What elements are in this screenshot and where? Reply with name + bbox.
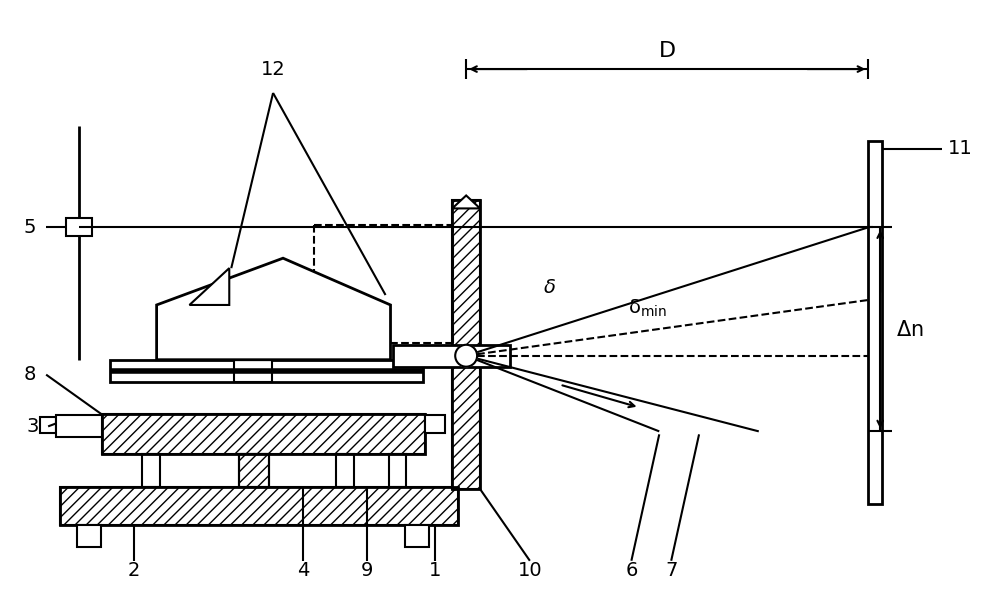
Bar <box>393 345 510 366</box>
Text: 8: 8 <box>24 365 36 384</box>
Bar <box>56 415 102 437</box>
Bar <box>142 454 160 487</box>
Bar <box>234 360 272 381</box>
Text: δ$_{\rm min}$: δ$_{\rm min}$ <box>628 298 667 318</box>
Text: 3: 3 <box>26 417 38 436</box>
Text: δ: δ <box>544 277 556 296</box>
Bar <box>452 200 480 489</box>
Polygon shape <box>157 258 391 360</box>
Polygon shape <box>452 195 480 208</box>
Bar <box>102 415 425 454</box>
Bar <box>110 360 423 381</box>
Text: 10: 10 <box>518 561 542 580</box>
Bar <box>239 454 269 487</box>
Polygon shape <box>189 268 229 305</box>
Text: 2: 2 <box>128 561 140 580</box>
Text: 6: 6 <box>625 561 638 580</box>
Text: 7: 7 <box>665 561 677 580</box>
Bar <box>66 219 92 236</box>
Bar <box>425 415 445 434</box>
Text: 1: 1 <box>429 561 441 580</box>
Bar <box>40 418 56 434</box>
Bar <box>405 525 429 547</box>
Text: 4: 4 <box>297 561 309 580</box>
Text: 9: 9 <box>360 561 373 580</box>
Bar <box>452 200 480 489</box>
Bar <box>77 525 101 547</box>
Bar <box>239 454 269 487</box>
Text: $\Delta$n: $\Delta$n <box>896 320 924 340</box>
Bar <box>336 454 354 487</box>
Text: 11: 11 <box>947 139 972 158</box>
Bar <box>868 141 882 504</box>
Bar <box>60 487 458 525</box>
Text: D: D <box>659 41 676 61</box>
Circle shape <box>455 345 477 366</box>
Bar <box>60 487 458 525</box>
Text: 12: 12 <box>261 59 285 78</box>
Bar <box>102 415 425 454</box>
Bar <box>389 454 406 487</box>
Text: 5: 5 <box>24 218 36 237</box>
